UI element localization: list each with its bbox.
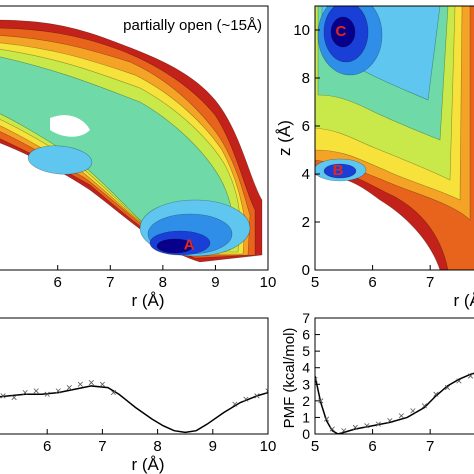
chart-title: partially open (~15Å) <box>123 17 262 34</box>
data-marker <box>77 381 83 387</box>
data-marker <box>33 388 39 394</box>
x-tick-label: 10 <box>260 438 277 455</box>
data-marker <box>318 398 324 404</box>
x-tick-label: 7 <box>426 274 434 291</box>
y-tick-label: 0 <box>302 426 310 442</box>
y-tick-label: 1 <box>302 409 310 425</box>
axes-frame <box>314 5 474 271</box>
data-marker <box>0 393 6 399</box>
data-marker <box>364 423 370 429</box>
y-tick-label: 4 <box>302 360 310 376</box>
plot-area <box>315 372 474 434</box>
data-marker <box>444 385 451 391</box>
data-marker <box>467 373 474 379</box>
y-tick-label: 6 <box>302 118 310 135</box>
data-marker <box>66 385 72 391</box>
x-tick-label: 6 <box>54 274 62 291</box>
heatmap-contours <box>0 19 263 263</box>
y-tick-label: 5 <box>302 343 310 359</box>
data-marker <box>232 401 238 407</box>
data-marker <box>243 396 249 402</box>
data-marker <box>456 378 462 384</box>
x-tick-label: 7 <box>98 438 106 455</box>
data-marker <box>44 391 50 397</box>
data-marker <box>410 408 416 414</box>
data-marker <box>398 413 404 419</box>
x-tick-label: 6 <box>368 438 376 455</box>
axes-frame <box>314 317 474 435</box>
data-marker <box>323 416 330 422</box>
data-marker <box>433 391 439 397</box>
x-tick-label: 6 <box>43 438 51 455</box>
x-tick-label: 9 <box>211 274 219 291</box>
x-axis-label: r (Å) <box>131 455 164 474</box>
x-axis-label: r (Å) <box>453 291 474 310</box>
data-marker <box>375 421 381 427</box>
contour-basin <box>323 163 357 179</box>
y-tick-label: 4 <box>302 166 310 183</box>
data-marker <box>254 393 260 399</box>
y-tick-label: 6 <box>302 327 310 343</box>
data-marker <box>11 394 17 401</box>
minimum-label-b: B <box>333 162 344 179</box>
x-tick-label: 6 <box>368 274 376 291</box>
contour-island <box>27 145 93 175</box>
x-tick-label: 9 <box>209 438 217 455</box>
y-axis-label: z (Å) <box>275 120 294 156</box>
heatmap-contours <box>315 6 474 270</box>
data-marker <box>315 376 318 382</box>
y-tick-label: 7 <box>302 310 310 326</box>
data-marker <box>22 389 28 396</box>
pmf-plot-left: 6 7 8 9 10 r (Å) <box>0 317 277 474</box>
x-tick-label: 7 <box>426 438 434 455</box>
x-tick-label: 7 <box>106 274 114 291</box>
x-tick-label: 5 <box>311 438 319 455</box>
data-marker <box>110 389 117 396</box>
y-tick-label: 0 <box>302 262 310 279</box>
y-axis-label: PMF (kcal/mol) <box>281 328 298 429</box>
heatmap-z-vs-r: 5 6 7 0 2 4 6 8 10 r (Å) z (Å) C B <box>275 5 474 310</box>
data-marker <box>99 381 105 387</box>
data-marker <box>387 418 393 424</box>
minimum-label-c: C <box>335 23 346 40</box>
y-tick-label: 2 <box>302 393 310 409</box>
x-tick-label: 10 <box>260 274 277 291</box>
x-tick-label: 8 <box>159 274 167 291</box>
data-marker <box>421 403 427 409</box>
pmf-curve <box>0 385 268 434</box>
axes-frame <box>0 5 269 271</box>
data-marker <box>88 380 94 386</box>
y-tick-label: 8 <box>302 70 310 87</box>
data-marker <box>55 388 61 394</box>
data-marker <box>265 388 268 394</box>
x-axis-label: r (Å) <box>131 291 164 310</box>
plot-area <box>0 380 268 434</box>
contour-minimum <box>330 16 356 48</box>
data-marker <box>341 428 347 434</box>
x-tick-label: 8 <box>153 438 161 455</box>
data-marker <box>352 424 358 430</box>
y-tick-label: 2 <box>302 214 310 231</box>
contour-gap <box>50 115 90 137</box>
heatmap-partially-open: 6 7 8 9 10 r (Å) partially open (~15Å) A <box>0 5 277 310</box>
axes-frame <box>0 317 269 435</box>
contour-minimum <box>156 238 194 254</box>
x-tick-label: 5 <box>311 274 319 291</box>
y-tick-label: 10 <box>293 22 310 39</box>
y-tick-label: 3 <box>302 376 310 392</box>
pmf-curve <box>315 372 474 434</box>
minimum-label-a: A <box>184 237 195 254</box>
data-marker <box>329 426 335 432</box>
